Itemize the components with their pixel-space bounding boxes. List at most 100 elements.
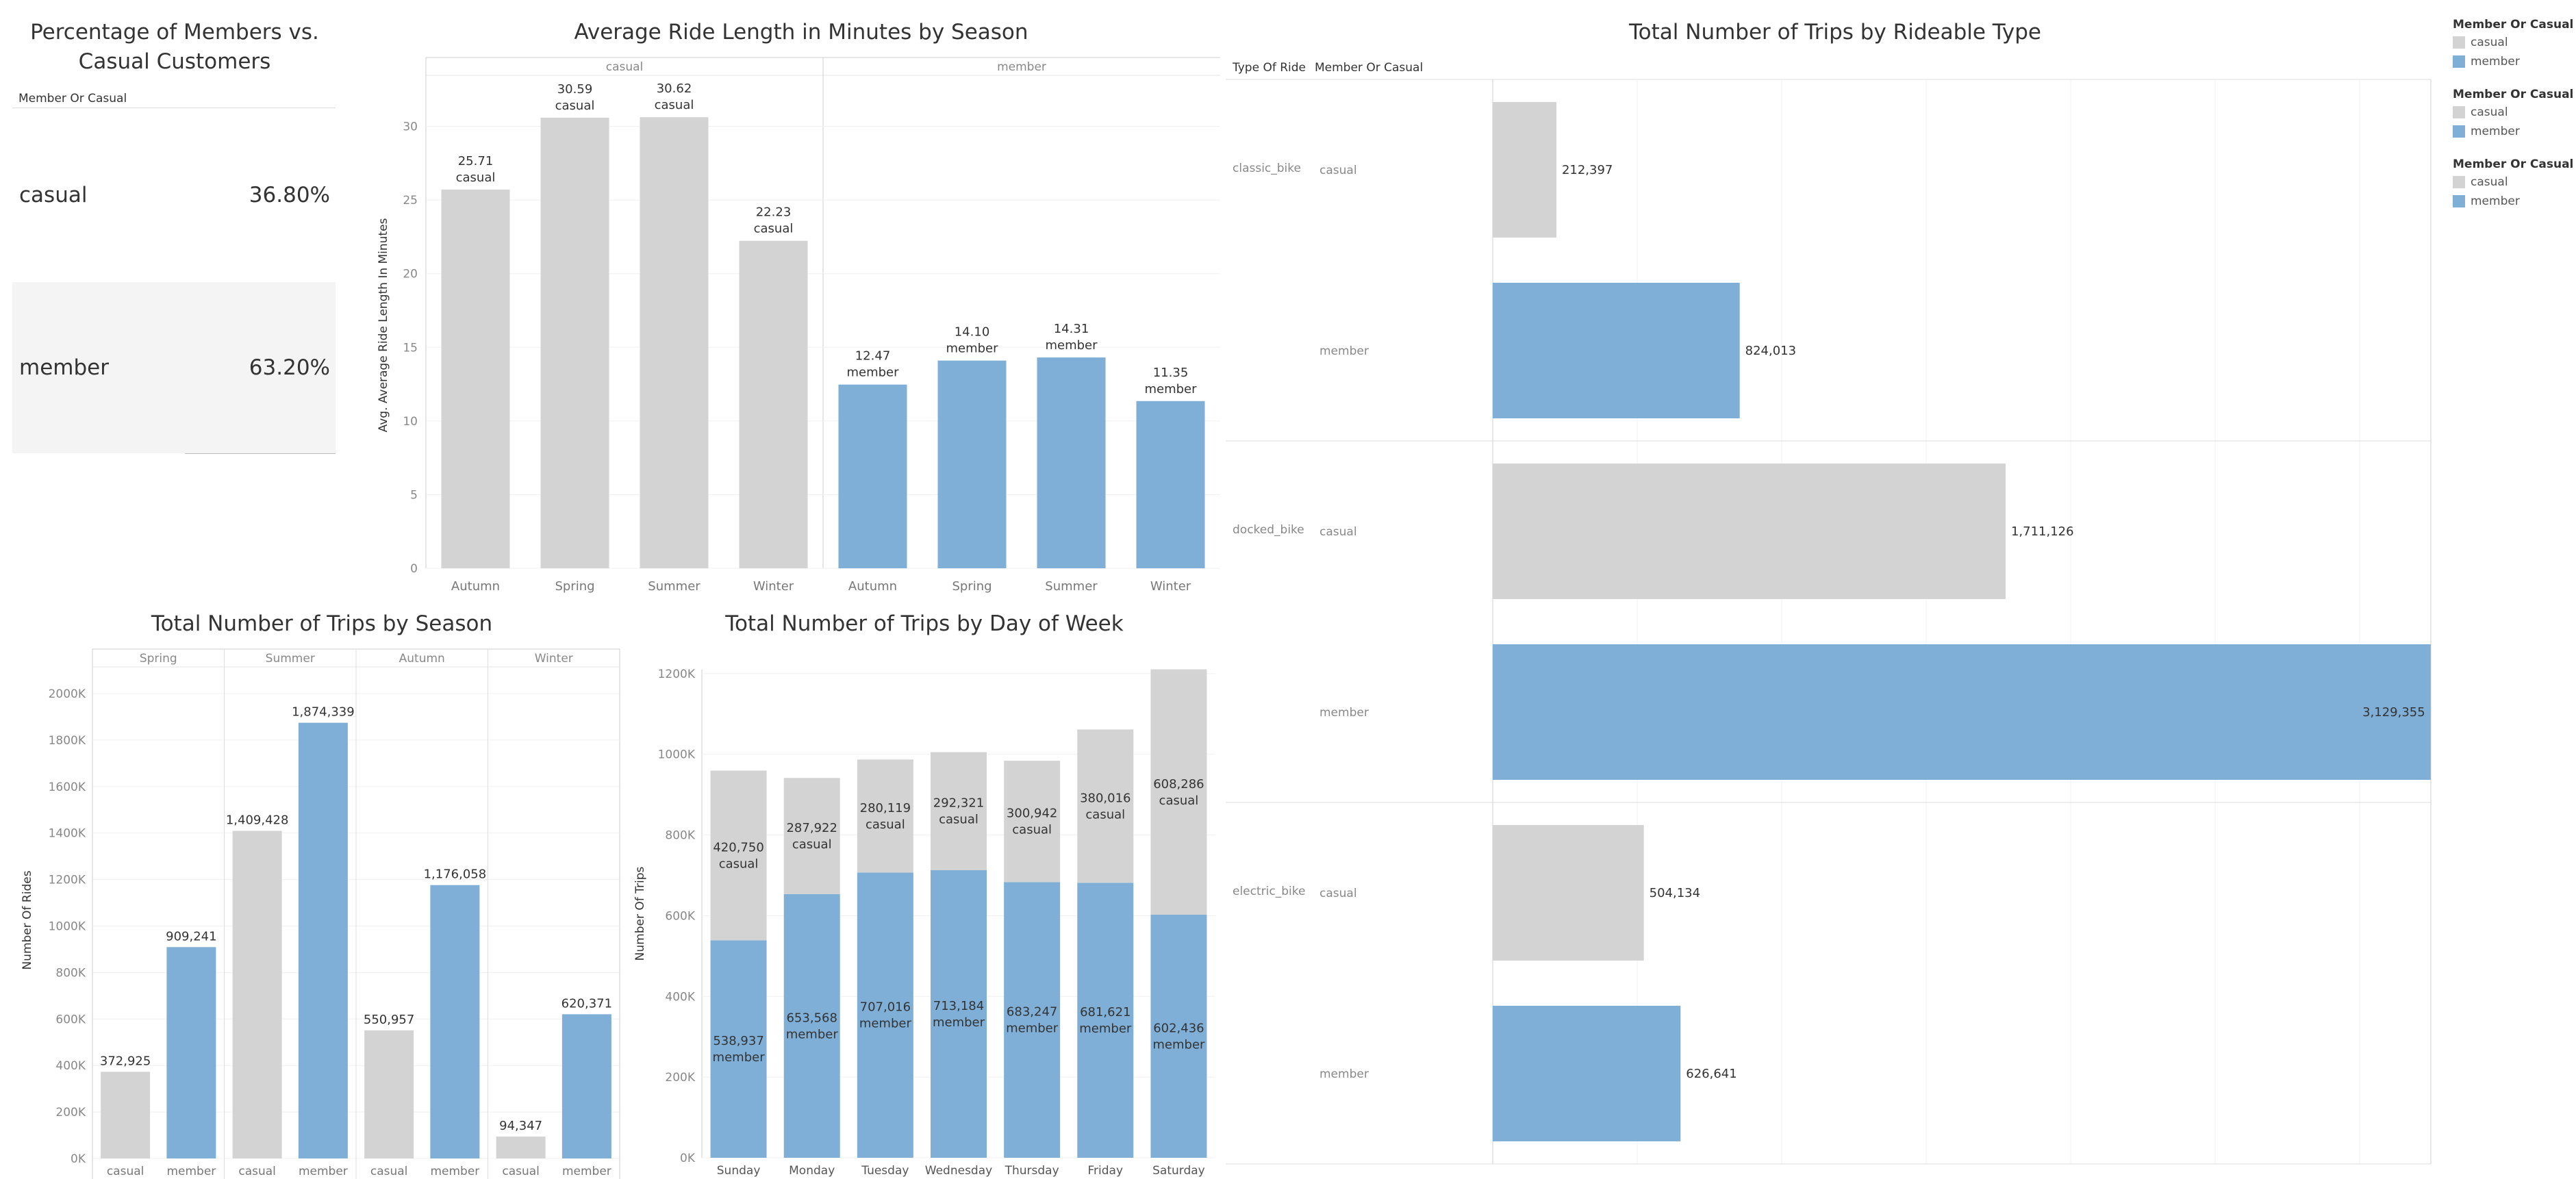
bar [298, 722, 348, 1158]
data-label-series: member [859, 1017, 912, 1031]
group-label: classic_bike [1233, 162, 1301, 175]
data-label-series: member [1152, 1038, 1205, 1052]
data-label-series: member [946, 342, 998, 356]
bar [1136, 401, 1205, 568]
y-tick-label: 0K [71, 1152, 86, 1166]
percentage-row-label: casual [19, 183, 88, 207]
y-tick-label: 2000K [49, 687, 86, 701]
percentage-header: Member Or Casual [18, 92, 127, 105]
percentage-row-casual[interactable]: casual 36.80% [12, 110, 336, 281]
legend-item-casual[interactable]: casual [2453, 175, 2573, 189]
x-tick-label: casual [370, 1165, 408, 1178]
legend-item-casual[interactable]: casual [2453, 105, 2573, 119]
season-trips-title: Total Number of Trips by Season [151, 611, 493, 636]
y-tick-label: 1800K [49, 734, 86, 748]
x-tick-label: Sunday [717, 1164, 761, 1178]
data-label-series: casual [866, 817, 905, 832]
x-tick-label: Wednesday [925, 1164, 992, 1178]
data-label-series: member [1045, 338, 1098, 353]
y-tick-label: 800K [55, 966, 86, 980]
y-tick-label: 400K [55, 1059, 86, 1073]
bar-casual [1004, 761, 1061, 883]
y-tick-label: 15 [403, 341, 418, 355]
legend-item-member[interactable]: member [2453, 125, 2573, 138]
data-label-value: 608,286 [1153, 777, 1204, 791]
legend-item-casual[interactable]: casual [2453, 36, 2573, 49]
row-label: member [1319, 1067, 1369, 1081]
y-tick-label: 600K [55, 1013, 86, 1026]
data-label-value: 287,922 [786, 821, 837, 835]
y-axis-title: Number Of Rides [21, 870, 34, 969]
data-label-value: 22.23 [756, 205, 792, 220]
data-label-value: 681,621 [1080, 1005, 1131, 1019]
bar [1037, 357, 1106, 568]
legend-item-member[interactable]: member [2453, 55, 2573, 68]
data-label-value: 300,942 [1007, 807, 1057, 821]
data-label: 1,874,339 [292, 705, 355, 720]
data-label-series: casual [456, 170, 496, 185]
x-tick-label: Spring [952, 579, 992, 594]
data-label: 3,129,355 [2362, 705, 2425, 720]
legend-title: Member Or Casual [2453, 88, 2574, 101]
x-tick-label: member [166, 1165, 216, 1178]
x-tick-label: Thursday [1005, 1164, 1059, 1178]
data-label-series: casual [555, 99, 595, 113]
legend-swatch-member [2453, 55, 2465, 68]
data-label-value: 14.31 [1054, 322, 1089, 336]
data-label-series: casual [1159, 794, 1199, 808]
data-label-series: member [1006, 1022, 1059, 1036]
bar [430, 885, 480, 1158]
data-label-value: 707,016 [860, 1000, 911, 1015]
bar-casual [931, 752, 987, 870]
legend-swatch-casual [2453, 106, 2465, 118]
bar [937, 360, 1007, 568]
row-label: casual [1319, 164, 1357, 177]
x-tick-label: member [430, 1165, 479, 1178]
data-label: 504,134 [1650, 886, 1700, 900]
legend-swatch-casual [2453, 176, 2465, 188]
bar-casual [1077, 729, 1134, 883]
data-label: 550,957 [364, 1013, 414, 1027]
y-axis-title: Number Of Trips [633, 867, 647, 961]
data-label-series: member [713, 1050, 766, 1065]
x-tick-label: Monday [789, 1164, 835, 1178]
percentage-header-rule [12, 107, 336, 108]
x-tick-label: casual [238, 1165, 276, 1178]
legend-label: casual [2471, 36, 2508, 49]
data-label-series: member [1079, 1022, 1132, 1036]
row-label: casual [1319, 887, 1357, 900]
y-tick-label: 1200K [49, 874, 86, 887]
data-label: 1,176,058 [424, 867, 487, 882]
data-label: 620,371 [561, 996, 612, 1011]
legend-title: Member Or Casual [2453, 18, 2574, 31]
bar-member [1077, 883, 1134, 1158]
panel-header-label: Winter [535, 652, 573, 665]
bar-casual [1150, 669, 1207, 915]
weekday-trips-title: Total Number of Trips by Day of Week [725, 611, 1124, 636]
data-label-value: 538,937 [713, 1034, 763, 1048]
x-tick-label: Tuesday [861, 1164, 909, 1178]
y-tick-label: 400K [665, 990, 695, 1004]
legend-label: member [2471, 194, 2520, 208]
y-tick-label: 20 [403, 268, 418, 281]
bar-member [857, 872, 913, 1158]
bar [561, 1014, 611, 1158]
legend-item-member[interactable]: member [2453, 194, 2573, 208]
panel-header-label: Summer [266, 652, 315, 665]
group-label: docked_bike [1233, 523, 1304, 537]
bar-member [710, 940, 767, 1158]
legend-1: Member Or Casual casual member [2453, 18, 2573, 74]
x-tick-label: Spring [555, 579, 594, 594]
y-tick-label: 25 [403, 194, 418, 207]
percentage-row-member[interactable]: member 63.20% [12, 282, 336, 453]
row-header-type: Type Of Ride [1232, 61, 1306, 75]
bar-casual [857, 759, 913, 873]
legend-label: member [2471, 125, 2520, 138]
bar-member [783, 893, 840, 1158]
x-tick-label: Summer [648, 579, 700, 594]
bar-casual [783, 778, 840, 894]
bar [1493, 102, 1556, 238]
data-label-value: 380,016 [1080, 791, 1131, 805]
data-label-series: member [933, 1015, 985, 1030]
data-label-value: 683,247 [1007, 1005, 1057, 1019]
